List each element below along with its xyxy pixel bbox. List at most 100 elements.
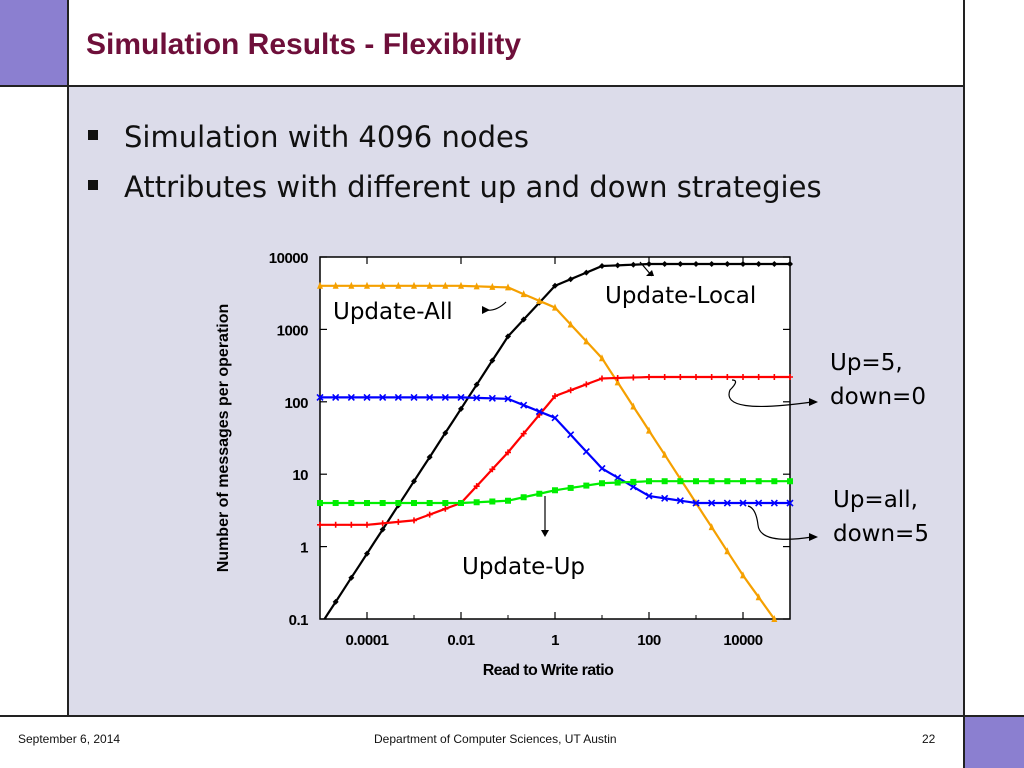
series-point <box>787 374 793 381</box>
series-point <box>583 381 590 388</box>
series-point <box>552 282 558 289</box>
series-point <box>489 357 496 364</box>
series-point <box>348 521 355 528</box>
series-point <box>379 526 386 533</box>
series-point <box>598 464 606 473</box>
corner-top-right <box>965 0 1024 86</box>
series-point <box>755 374 762 381</box>
series-point <box>661 374 668 381</box>
series-point <box>426 454 433 461</box>
corner-accent-top-left <box>0 0 68 86</box>
series-point <box>442 281 449 289</box>
series-point <box>724 374 731 381</box>
series-point <box>473 381 480 388</box>
series-point <box>536 490 543 497</box>
series-point <box>411 500 417 507</box>
series-point <box>599 263 605 270</box>
arrowhead <box>541 530 549 537</box>
series-point <box>786 499 794 507</box>
series-point <box>364 550 370 557</box>
series-point <box>677 261 684 268</box>
series-point <box>379 393 387 401</box>
axis-ticks: 0.0001 0.01 1 100 10000 0.1 1 10 100 1000 10000 <box>269 250 791 649</box>
bullet-text: Attributes with different up and down st… <box>124 170 822 204</box>
series-point <box>364 281 370 289</box>
series-point <box>646 261 652 268</box>
series-point <box>661 450 668 458</box>
series-point <box>614 378 621 386</box>
bullet-item: Attributes with different up and down st… <box>88 170 822 204</box>
series-point <box>693 374 699 381</box>
series-point <box>536 411 543 418</box>
series-point <box>457 393 465 401</box>
series-point <box>723 499 731 507</box>
series-point <box>599 375 605 382</box>
y-tick-label: 1000 <box>277 322 309 339</box>
series-point <box>473 394 481 402</box>
y-axis-label: Number of messages per operation <box>215 304 232 573</box>
y-tick-label: 1 <box>300 540 308 557</box>
series-point <box>379 520 386 527</box>
series-point <box>458 281 464 289</box>
series-point <box>552 393 558 400</box>
y-tick-label: 10 <box>292 467 308 484</box>
series-point <box>505 283 511 291</box>
plot-area <box>319 256 791 620</box>
series-point <box>661 494 669 502</box>
divider-top <box>0 85 965 87</box>
series-point <box>708 374 715 381</box>
series-point <box>473 282 480 290</box>
series-point <box>536 296 543 304</box>
series-point <box>332 281 339 289</box>
annotation-update-local: Update-Local <box>605 283 756 309</box>
annotation-arrowheads <box>482 270 818 541</box>
series-point <box>441 393 449 401</box>
series-point <box>411 517 417 524</box>
arrowhead <box>809 533 818 541</box>
series-point <box>488 394 496 402</box>
series-point <box>442 505 449 512</box>
x-tick-label: 0.0001 <box>346 632 389 649</box>
series-point <box>473 499 480 506</box>
line-chart: 0.0001 0.01 1 100 10000 0.1 1 10 100 1000 10000 Re… <box>215 250 929 679</box>
annotation-up5: Up=5, <box>830 350 903 376</box>
annotation-down0: down=0 <box>830 384 926 410</box>
series-point <box>473 483 480 490</box>
series-point <box>740 261 746 268</box>
series-point <box>332 393 340 401</box>
series-point <box>676 497 684 505</box>
series-point <box>332 521 339 528</box>
series-point <box>394 393 402 401</box>
series-point <box>489 498 496 505</box>
series-point <box>646 426 652 434</box>
series-point <box>504 395 512 403</box>
series-point <box>379 500 386 507</box>
series-point <box>520 316 527 323</box>
corner-accent-bottom-right <box>965 716 1024 768</box>
series-point <box>630 478 637 485</box>
series-point <box>724 547 731 555</box>
series-point <box>771 615 778 622</box>
series-point <box>395 518 402 525</box>
series-point <box>520 430 527 437</box>
series-point <box>614 374 621 381</box>
series-point <box>770 499 778 507</box>
series-point <box>395 500 402 507</box>
series-point <box>552 487 558 494</box>
series-point <box>677 478 684 485</box>
series-point <box>379 281 386 289</box>
divider-bottom <box>0 715 1024 717</box>
series-point <box>442 429 449 436</box>
series-point <box>489 282 496 290</box>
series-point <box>426 393 434 401</box>
series-point <box>755 261 762 268</box>
series-point <box>630 261 637 268</box>
series-point <box>363 393 371 401</box>
series-1 <box>317 281 778 622</box>
footer-department: Department of Computer Sciences, UT Aust… <box>374 732 617 746</box>
series-point <box>630 374 637 381</box>
series-point <box>332 500 339 507</box>
series-point <box>505 497 511 504</box>
series-point <box>724 478 731 485</box>
series-point <box>740 571 746 579</box>
